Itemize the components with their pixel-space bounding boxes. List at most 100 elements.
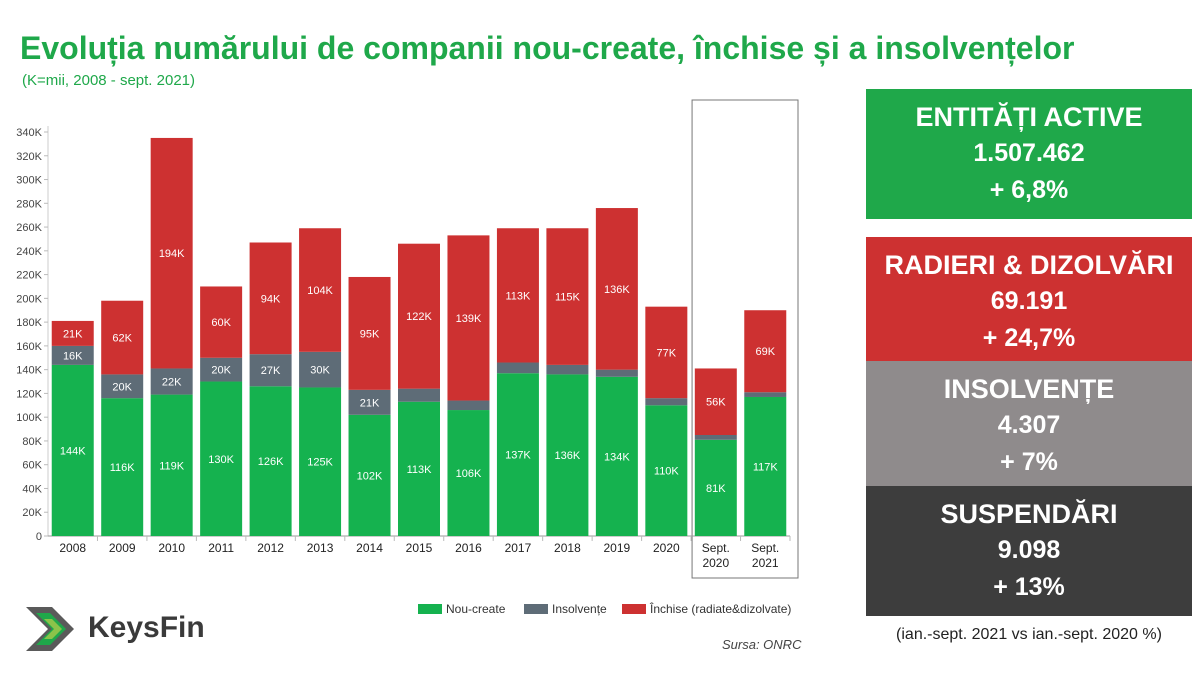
logo-text: KeysFin [88,611,205,644]
x-tick-label: 2015 [406,541,433,555]
bar-segment [150,137,193,369]
y-tick-label: 60K [22,460,42,472]
data-label: 95K [360,328,380,340]
bar-segment [496,362,539,374]
bar-segment [101,374,144,399]
stat-change: + 6,8% [989,176,1069,204]
bar-segment [744,396,787,536]
data-label: 56K [706,397,726,409]
y-tick-label: 260K [16,222,42,234]
stat-change: + 24,7% [982,324,1076,352]
bar-segment [744,310,787,393]
bar-segment [200,286,243,358]
bar-segment [595,369,638,377]
x-tick-label: 2009 [109,541,136,555]
stat-label: RADIERI & DIZOLVĂRI [884,250,1174,280]
bar-segment [398,243,440,389]
bar-segment [348,414,391,536]
bar-segment [744,392,787,397]
data-label: 115K [555,292,581,304]
stat-value: 4.307 [997,411,1061,439]
bar-segment [200,381,243,536]
bar-segment [496,373,539,536]
x-tick-label: Sept. [751,541,779,555]
x-tick-label: 2019 [604,541,631,555]
bar-segment [447,235,490,401]
y-tick-label: 40K [22,483,42,495]
data-label: 60K [211,317,231,329]
bar-segment [101,300,144,375]
page-title: Evoluția numărului de companii nou-creat… [20,30,1075,66]
legend-label: Insolvențe [552,602,607,616]
y-tick-label: 180K [16,317,42,329]
data-label: 69K [755,346,775,358]
data-label: 113K [505,290,531,302]
stat-change: + 7% [1000,448,1058,476]
data-label: 94K [261,293,281,305]
bar-segment [645,405,688,536]
page-subtitle: (K=mii, 2008 - sept. 2021) [22,72,196,89]
y-tick-label: 240K [16,246,42,258]
data-label: 30K [310,365,330,377]
bar-segment [51,364,94,536]
data-label: 137K [505,450,531,462]
stat-card-insolvencies: INSOLVENȚE 4.307 + 7% [866,361,1192,491]
x-tick-label: 2014 [356,541,383,555]
data-label: 22K [162,377,182,389]
keysfin-chevron-logo-icon [26,607,74,651]
bar-segment [645,306,688,399]
bar-segment [101,398,144,536]
y-tick-label: 280K [16,198,42,210]
data-label: 21K [63,328,83,340]
data-label: 117K [753,461,779,473]
data-label: 16K [63,350,83,362]
bar-segment [348,389,391,415]
data-label: 116K [110,462,136,474]
bar-segment [299,387,342,536]
y-tick-label: 220K [16,270,42,282]
legend-label: Închise (radiate&dizolvate) [649,601,791,616]
data-label: 139K [456,313,482,325]
stat-card-suspensions: SUSPENDĂRI 9.098 + 13% [866,486,1192,616]
bar-segment [150,368,193,395]
data-label: 144K [60,445,86,457]
stacked-bar-chart: 0 20K 40K 60K 80K 100K 120K 140K 160K 180K 200K 220… [16,99,799,616]
stat-card-deregistrations: RADIERI & DIZOLVĂRI 69.191 + 24,7% [866,237,1192,367]
x-tick-label: 2012 [257,541,284,555]
x-tick-label: 2020 [653,541,680,555]
bar-segment [694,435,737,440]
x-tick-label: Sept. [702,541,730,555]
x-tick-label: 2008 [59,541,86,555]
bar-segment [348,276,391,390]
bar-segment [546,228,589,365]
legend-label: Nou-create [446,602,506,616]
y-tick-label: 80K [22,436,42,448]
y-tick-label: 120K [16,388,42,400]
bar-segment [546,364,589,375]
data-label: 134K [604,451,630,463]
legend-swatch [622,604,646,614]
stat-value: 1.507.462 [973,139,1085,167]
bar-segment [150,394,193,536]
data-label: 27K [261,365,281,377]
data-label: 136K [604,284,630,296]
bar-segment [447,410,490,536]
y-tick-label: 140K [16,365,42,377]
data-label: 125K [307,457,333,469]
data-label: 122K [406,311,432,323]
stat-label: ENTITĂȚI ACTIVE [915,102,1143,132]
legend-swatch [524,604,548,614]
bar-segment [398,401,440,536]
data-label: 110K [654,466,680,478]
data-label: 102K [357,470,383,482]
data-label: 104K [307,285,333,297]
bar-segment [694,368,737,435]
data-label: 21K [360,397,380,409]
bar-segment [398,388,440,402]
bar-segment [51,320,94,346]
data-label: 119K [159,460,185,472]
y-tick-label: 100K [16,412,42,424]
x-tick-label: 2011 [208,541,234,555]
bar-segment [496,228,539,363]
data-label: 113K [407,464,433,476]
